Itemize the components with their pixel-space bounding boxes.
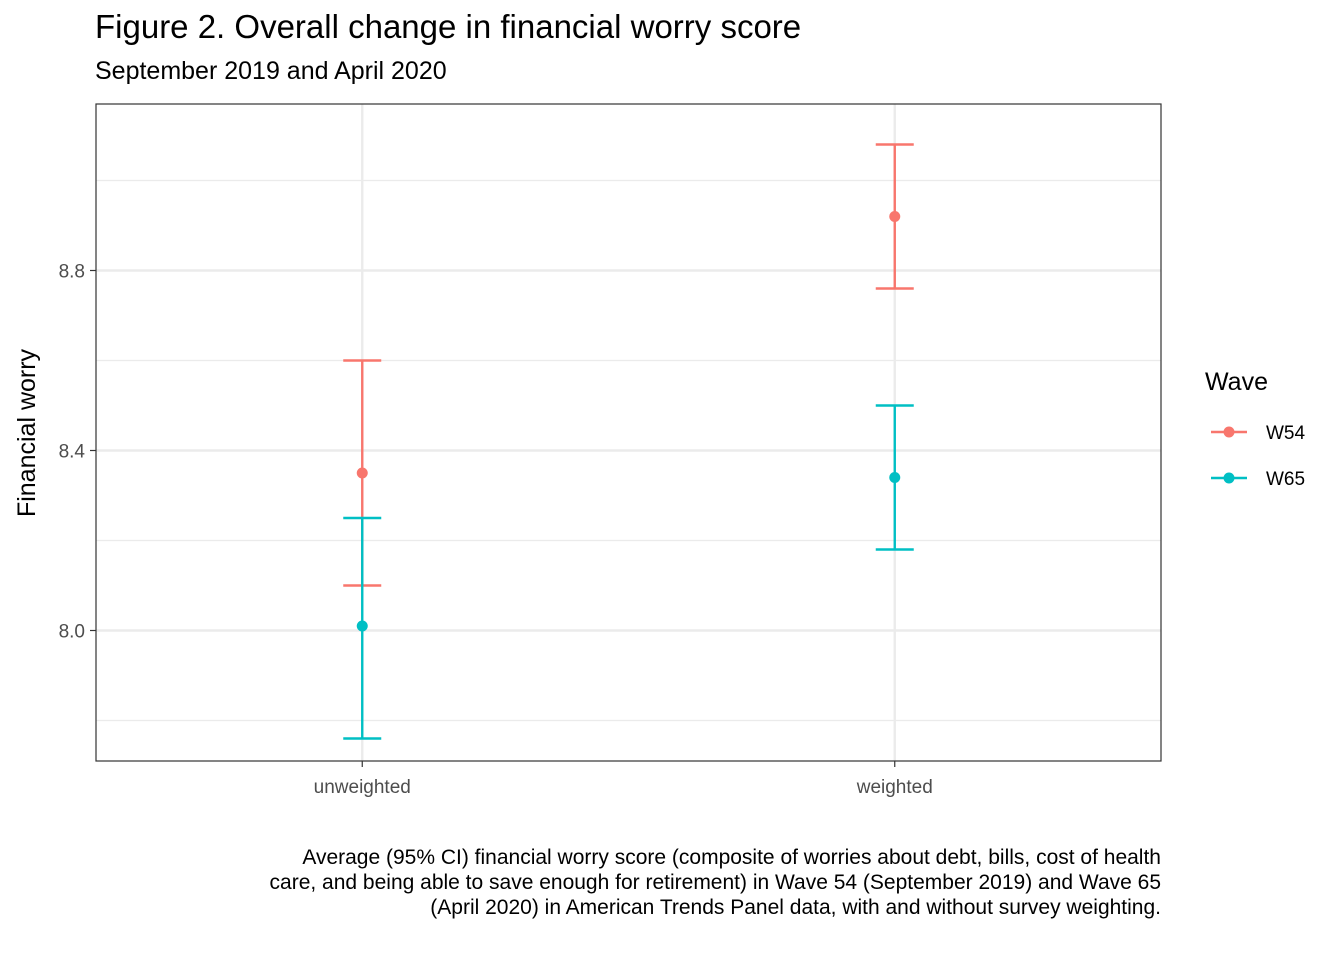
legend-title: Wave (1205, 368, 1268, 396)
data-point (889, 472, 901, 483)
series-W54 (343, 143, 914, 587)
grid-major (96, 104, 1161, 761)
legend-item-label: W65 (1266, 469, 1305, 490)
panel-border (95, 103, 1162, 762)
legend: Wave W54 W65 (1205, 368, 1306, 490)
data-point (356, 467, 368, 479)
y-axis-label: Financial worry (13, 348, 41, 517)
series-W65 (343, 404, 914, 740)
data-point (356, 620, 368, 632)
legend-key-point (1223, 426, 1235, 438)
chart-caption: Average (95% CI) financial worry score (… (269, 846, 1161, 919)
chart-subtitle: September 2019 and April 2020 (95, 57, 447, 85)
data-point (889, 211, 901, 222)
axes: 8.0 8.4 8.8 unweighted weighted (59, 262, 933, 799)
y-tick-label: 8.4 (59, 442, 86, 463)
grid-minor (96, 179, 1161, 722)
y-tick-label: 8.0 (59, 622, 85, 643)
x-tick-label: weighted (856, 777, 933, 798)
y-tick-label: 8.8 (59, 262, 85, 283)
x-tick-label: unweighted (314, 777, 411, 798)
chart-marks (343, 143, 914, 740)
legend-key-point (1223, 472, 1235, 484)
chart-title: Figure 2. Overall change in financial wo… (95, 8, 802, 45)
legend-item-label: W54 (1266, 423, 1306, 444)
